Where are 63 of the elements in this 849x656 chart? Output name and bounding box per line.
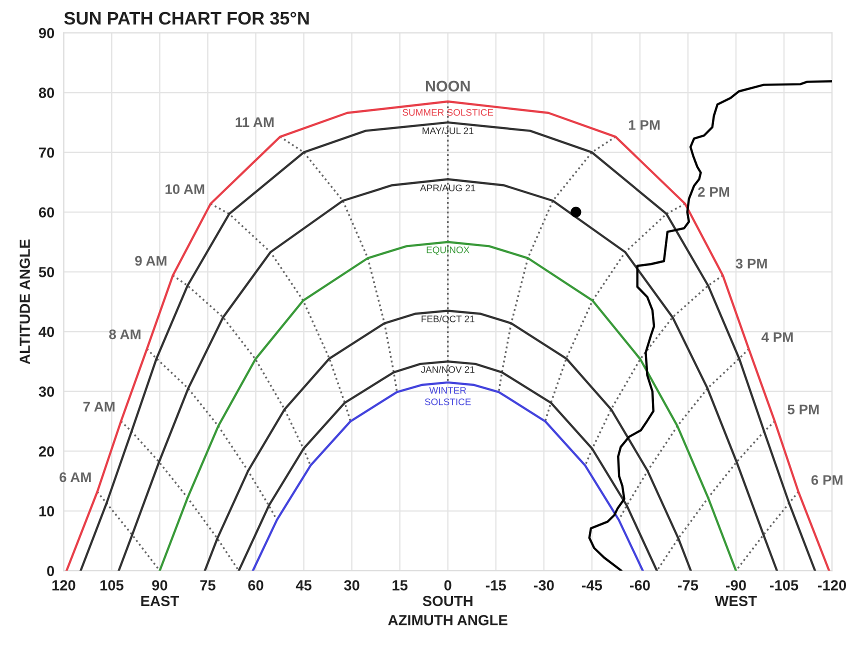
series-label: 8 AM [109, 329, 140, 340]
x-tick-label: 105 [100, 580, 124, 590]
x-tick-label: -75 [678, 580, 698, 590]
x-tick-label: 45 [296, 580, 312, 590]
x-tick-label: 60 [248, 580, 264, 590]
series-label: 2 PM [698, 186, 730, 197]
series-label: 6 AM [60, 472, 91, 482]
x-tick-label: -105 [770, 580, 798, 590]
x-tick-label: 0 SOUTH [422, 580, 472, 606]
series-label: 7 AM [83, 402, 114, 412]
series-label: APR/AUG 21 [420, 184, 476, 192]
series-label: 4 PM [761, 332, 793, 342]
line-series [656, 420, 776, 571]
line-series [120, 420, 240, 571]
series-label: MAY/JUL 21 [422, 127, 474, 134]
series-label: SUMMER SOLSTICE [402, 109, 494, 116]
x-tick-label: -15 [486, 580, 506, 590]
line-series [544, 202, 686, 422]
line-series [279, 136, 398, 393]
y-tick-label: 90 [38, 28, 54, 38]
line-series [204, 310, 692, 571]
x-tick-label: 15 [392, 580, 408, 590]
series-label: 10 AM [166, 184, 204, 194]
series-label: 9 AM [135, 256, 166, 266]
y-tick-label: 30 [38, 386, 54, 397]
x-tick-label: -60 [630, 580, 650, 590]
line-series [498, 136, 617, 393]
x-tick-label: 75 [200, 580, 216, 590]
series-label: 1 PM [628, 120, 660, 130]
y-tick-label: 50 [38, 266, 54, 278]
y-tick-label: 20 [38, 446, 54, 457]
x-tick-label: -45 [582, 580, 602, 590]
line-series [735, 490, 800, 571]
x-tick-label: 90 EAST [141, 580, 180, 606]
x-axis-title: AZIMUTH ANGLE [388, 614, 508, 626]
series-label: JAN/NOV 21 [420, 366, 474, 373]
line-series [172, 274, 312, 466]
y-axis-title: ALTITUDE ANGLE [20, 240, 30, 364]
chart-title: SUN PATH CHART FOR 35°N [64, 12, 309, 25]
y-tick-label: 60 [38, 207, 54, 218]
y-tick-label: 10 [39, 506, 54, 516]
x-tick-label: -30 [534, 580, 554, 590]
series-label: EQUINOX [426, 246, 470, 255]
series-label: 6 PM [811, 475, 842, 485]
series-label: NOON [426, 80, 470, 92]
y-tick-label: 80 [38, 88, 54, 98]
series-label: WINTER SOLSTICE [424, 387, 471, 406]
x-tick-label: 30 [344, 580, 360, 590]
line-series [210, 202, 352, 422]
series-label: FEB/OCT 21 [422, 315, 474, 322]
y-tick-label: 40 [38, 326, 54, 338]
y-tick-label: 0 [47, 566, 54, 576]
x-tick-label: -120 [818, 580, 846, 590]
x-tick-label: 120 [52, 580, 76, 590]
line-series [238, 360, 658, 571]
series-label: 11 AM [236, 117, 274, 127]
series-label: 5 PM [788, 404, 819, 414]
line-series [96, 490, 161, 571]
series-label: 3 PM [736, 258, 767, 269]
line-series [584, 274, 724, 466]
line-series [252, 381, 644, 571]
y-tick-label: 70 [39, 147, 54, 158]
x-tick-label: -90 WEST [714, 580, 757, 606]
